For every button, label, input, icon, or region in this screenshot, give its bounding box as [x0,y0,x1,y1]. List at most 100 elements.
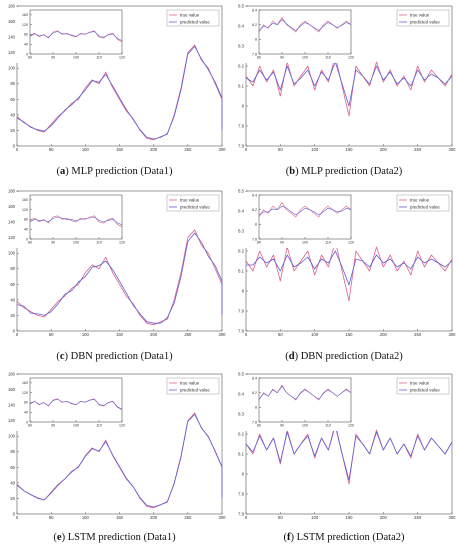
p0-main-xtick-label: 150 [116,147,124,152]
chart-f: 0 50 100 150 200 250 300 7.8 7.9 8 8.1 8.2 8.3 8.4 8.5… [238,371,456,520]
p3-inset-frame [258,194,352,240]
p5-main-pred-line [245,425,453,481]
p1-main-ytick-label: 8.5 [238,3,244,8]
p1-inset-xtick-label: 80 [257,56,261,60]
p2-inset-xtick-label: 80 [28,241,32,245]
p0-inset-ytick-label: 120 [22,23,28,27]
p1-main-xtick-label: 200 [380,147,388,152]
p2-main-xtick-label: 100 [82,332,90,337]
p0-main-xtick-label: 250 [184,147,192,152]
caption-f-letter: f [286,532,291,543]
p2-main-xtick-label: 250 [184,332,192,337]
p0-legend-box [166,9,220,27]
p5-main-xtick-label: 150 [346,515,354,520]
p4-main-xtick-label: 100 [82,515,90,520]
p0-main-ytick-label: 120 [8,50,16,55]
p3-main-ytick-label: 8.4 [238,208,244,213]
p4-main-ytick-label: 0 [13,511,16,516]
p5-main-ytick-label: 7.8 [238,511,244,516]
panel-b: 0 50 100 150 200 250 300 7.8 7.9 8 8.1 8.2 8.3 8.4 8.5… [229,0,459,183]
p1-legend-pred-label: predicted value [410,20,440,25]
p1-inset-xtick-label: 120 [348,56,354,60]
p3-main-xtick-label: 250 [414,332,422,337]
p1-legend-true-label: true value [410,13,430,18]
p4-inset-xtick-label: 90 [51,424,55,428]
p0-main-ytick-label: 180 [8,3,16,8]
caption-a-letter: a [60,166,66,177]
p2-inset-xtick-label: 100 [73,241,79,245]
p2-main-ytick-label: 180 [8,188,16,193]
p4-inset-xtick-label: 100 [73,424,79,428]
p0-main-xtick-label: 200 [150,147,158,152]
p3-legend-box [396,194,450,212]
p4-main-ytick-label: 100 [8,434,16,439]
p1-inset-frame [258,9,352,55]
p3-inset-ytick-label: 8.4 [252,193,257,197]
p0-main-pred-line [16,46,223,140]
p4-inset-ytick-label: 80 [24,401,28,405]
caption-b-text: MLP prediction (Data2) [298,166,403,177]
p0-inset-xtick-label: 100 [73,56,79,60]
caption-d-text: DBN prediction (Data2) [298,351,403,362]
p3-main-ytick-label: 8.2 [238,248,244,253]
caption-b-letter: b [289,166,296,177]
p2-inset-ytick-label: 80 [24,218,28,222]
p3-main-true-line [245,240,453,302]
p3-main-ytick-label: 8.5 [238,188,244,193]
p0-main-ytick-label: 0 [13,143,16,148]
p2-main-pred-line [16,232,223,324]
p0-inset-xtick-label: 80 [28,56,32,60]
p1-inset-ytick-label: 8 [255,38,257,42]
p5-inset-xtick-label: 120 [348,424,354,428]
p4-main-ytick-label: 180 [8,371,16,376]
p2-inset-xtick-label: 110 [96,241,102,245]
p1-main-ytick-label: 8.1 [238,83,244,88]
p4-inset-ytick-label: 120 [22,391,28,395]
p1-inset-ytick-label: 8.2 [252,23,257,27]
p0-main-xtick-label: 0 [16,147,19,152]
p2-inset-ytick-label: 160 [22,198,28,202]
p5-main-xtick-label: 0 [245,515,248,520]
p2-main-xtick-label: 50 [49,332,54,337]
p3-inset-ytick-label: 8 [255,223,257,227]
p4-inset-xtick-label: 110 [96,424,102,428]
caption-e-letter: e [56,532,62,543]
caption-d-letter: d [288,351,295,362]
panel-f: 0 50 100 150 200 250 300 7.8 7.9 8 8.1 8.2 8.3 8.4 8.5… [229,368,459,550]
p5-main-ytick-label: 8.5 [238,371,244,376]
panel-c: 0 50 100 150 200 250 300 0 20 40 60 80 100 120 140 160 1… [0,185,229,368]
p0-inset-xtick-label: 90 [51,56,55,60]
chart-e: 0 50 100 150 200 250 300 0 20 40 60 80 100 120 140 160 1… [8,371,226,520]
p1-main-ytick-label: 8.3 [238,43,244,48]
p0-main-ytick-label: 20 [10,128,15,133]
p0-inset-pred-line [29,31,123,41]
p5-inset-ytick-label: 8.4 [252,376,257,380]
p3-main-ytick-label: 7.8 [238,328,244,333]
p3-main-pred-line [246,250,453,286]
p1-main-xtick-label: 300 [449,147,457,152]
p5-inset-ytick-label: 7.8 [252,420,257,424]
p5-main-ytick-label: 7.9 [238,491,244,496]
p5-inset-ytick-label: 8.2 [252,391,257,395]
p5-inset-frame [258,377,352,423]
p2-main-ytick-label: 160 [8,204,16,209]
p3-main-xtick-label: 150 [346,332,354,337]
p1-main-xtick-label: 100 [311,147,319,152]
panel-e: 0 50 100 150 200 250 300 0 20 40 60 80 100 120 140 160 1… [0,368,229,550]
p2-main-xtick-label: 150 [116,332,124,337]
p1-inset-xtick-label: 110 [325,56,331,60]
p1-main-ytick-label: 7.8 [238,143,244,148]
p4-main-ytick-label: 40 [10,480,15,485]
chart-c: 0 50 100 150 200 250 300 0 20 40 60 80 100 120 140 160 1… [8,188,226,337]
p5-main-ytick-label: 8.3 [238,411,244,416]
p3-inset-ytick-label: 7.8 [252,237,257,241]
p3-inset-xtick-label: 120 [348,241,354,245]
p3-inset-xtick-label: 110 [325,241,331,245]
p2-main-ytick-label: 100 [8,251,16,256]
chart-a: 0 50 100 150 200 250 300 0 20 40 60 80 100 120 140 160 1… [8,3,226,152]
p4-legend-true-label: true value [180,381,200,386]
caption-e-text: LSTM prediction (Data1) [65,532,176,543]
p1-legend-box [396,9,450,27]
p4-main-ytick-label: 60 [10,465,15,470]
p5-inset-xtick-label: 110 [325,424,331,428]
